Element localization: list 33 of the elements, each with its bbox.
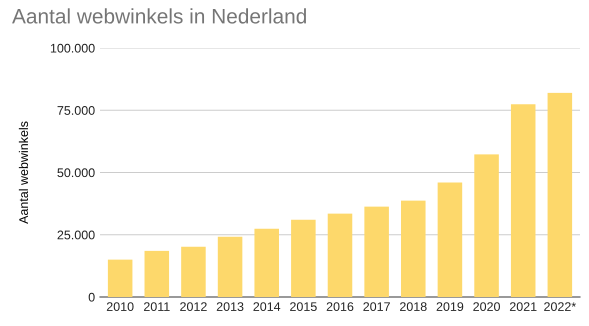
y-tick-label: 75.000 bbox=[58, 106, 95, 115]
bar bbox=[401, 200, 426, 297]
bar bbox=[548, 92, 572, 297]
x-tick-label: 2013 bbox=[216, 302, 244, 312]
x-tick-label: 2012 bbox=[180, 302, 207, 312]
chart-title: Aantal webwinkels in Nederland bbox=[12, 8, 306, 24]
x-tick-label: 2021 bbox=[510, 302, 536, 312]
x-tick-label: 2022* bbox=[544, 302, 576, 312]
bar bbox=[218, 236, 242, 297]
x-tick-label: 2010 bbox=[106, 302, 134, 312]
bar bbox=[474, 154, 499, 297]
bar bbox=[108, 260, 132, 297]
x-tick-label: 2014 bbox=[253, 302, 280, 312]
bar bbox=[438, 182, 462, 297]
x-tick-label: 2020 bbox=[473, 302, 500, 312]
x-tick-label: 2016 bbox=[326, 302, 354, 312]
y-tick-label: 0 bbox=[88, 292, 95, 302]
bar bbox=[510, 104, 536, 297]
x-tick-label: 2019 bbox=[436, 302, 464, 312]
bar bbox=[291, 220, 316, 297]
bar bbox=[328, 214, 352, 297]
x-tick-label: 2011 bbox=[144, 302, 170, 312]
x-tick-label: 2017 bbox=[363, 302, 390, 312]
y-tick-label: 50.000 bbox=[57, 168, 95, 178]
x-tick-label: 2015 bbox=[290, 302, 317, 312]
bar bbox=[144, 250, 170, 297]
x-tick-label: 2018 bbox=[400, 302, 427, 312]
bar bbox=[254, 228, 279, 297]
bar bbox=[364, 206, 389, 297]
y-tick-label: 25.000 bbox=[58, 230, 95, 240]
y-tick-label: 100.000 bbox=[50, 44, 95, 53]
y-axis-title: Aantal webwinkels bbox=[18, 122, 28, 224]
bar bbox=[181, 246, 206, 297]
